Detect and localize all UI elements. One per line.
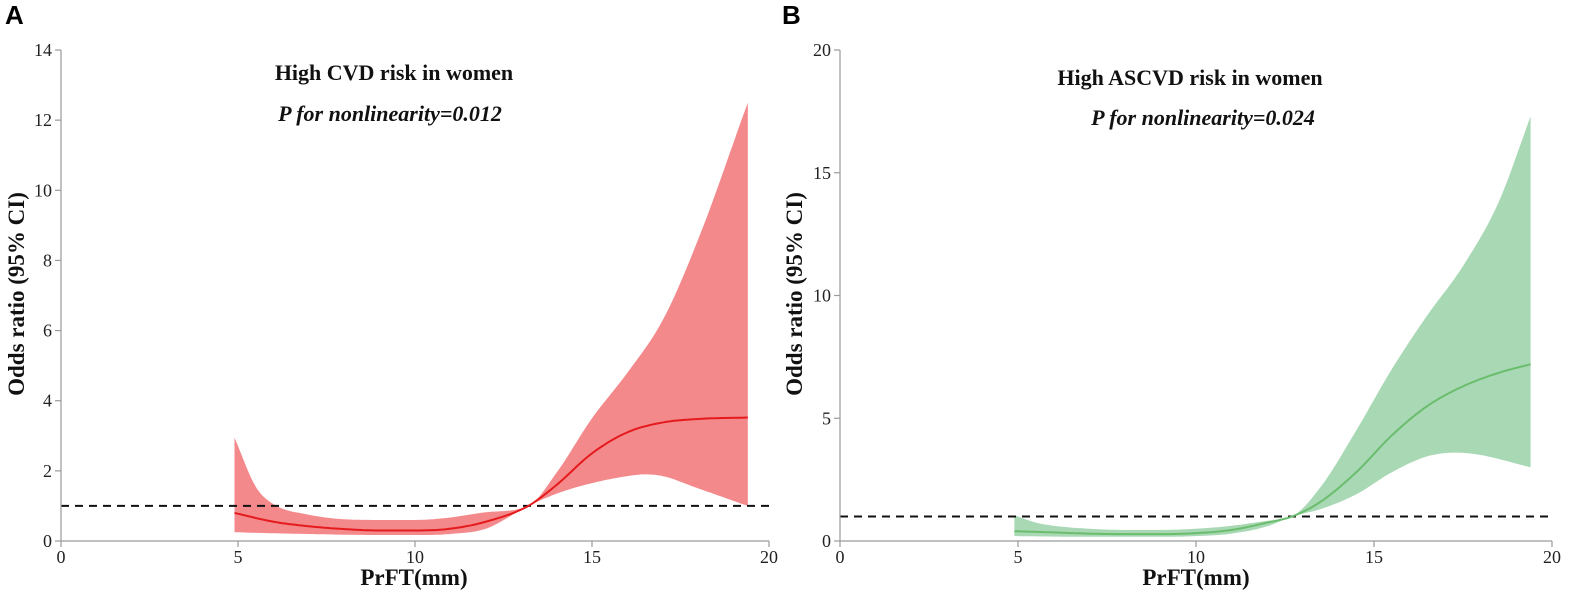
panel-a-y-tick-label: 6: [43, 321, 52, 341]
panel-a-title: High CVD risk in women: [275, 60, 513, 85]
panel-b-x-tick-label: 0: [836, 547, 845, 567]
panel-a-y-tick-label: 0: [43, 531, 52, 551]
panel-a-x-tick-label: 15: [583, 547, 601, 567]
panel-b-x-tick-label: 10: [1187, 547, 1205, 567]
panel-b-y-tick-label: 20: [813, 40, 831, 60]
panel-a-y-tick-label: 2: [43, 461, 52, 481]
panel-a-y-tick-label: 4: [43, 391, 52, 411]
panel-a-y-tick-label: 8: [43, 250, 52, 270]
panel-b-y-tick-label: 5: [822, 408, 831, 428]
panel-b-y-tick-label: 10: [813, 286, 831, 306]
panel-a-x-tick-label: 5: [234, 547, 243, 567]
panel-b-y-tick-label: 0: [822, 531, 831, 551]
panel-a-x-ticks: 0 5 10 15 20: [57, 541, 778, 567]
panel-a-x-tick-label: 20: [760, 547, 778, 567]
panel-b-x-tick-label: 5: [1014, 547, 1023, 567]
panel-a-x-tick-label: 0: [57, 547, 66, 567]
panel-a-letter: A: [5, 0, 24, 30]
panel-b-title: High ASCVD risk in women: [1057, 65, 1322, 90]
panel-b-odds-ratio-line: [1014, 363, 1531, 536]
panel-b-x-ticks: 0 5 10 15 20: [836, 541, 1561, 567]
panel-a-y-tick-label: 12: [34, 110, 52, 130]
panel-a-confidence-band: [234, 102, 748, 535]
panel-b-subtitle: P for nonlinearity=0.024: [1090, 105, 1315, 130]
panel-b-confidence-band: [1014, 116, 1531, 537]
panel-a-y-tick-label: 14: [34, 40, 52, 60]
panel-b-x-tick-label: 15: [1365, 547, 1383, 567]
panel-a-x-tick-label: 10: [406, 547, 424, 567]
panel-b-x-axis-label: PrFT(mm): [1142, 565, 1249, 590]
panel-a-subtitle: P for nonlinearity=0.012: [277, 101, 502, 126]
panel-b: B 0 5 10 15 20 0 5 10 15 20 High ASCVD risk in w…: [782, 0, 1561, 590]
panel-a-x-axis-label: PrFT(mm): [360, 565, 467, 590]
panel-a-y-axis-label: Odds ratio (95% CI): [4, 192, 29, 396]
panel-b-y-ticks: 0 5 10 15 20: [813, 40, 840, 551]
panel-b-y-axis-label: Odds ratio (95% CI): [782, 192, 807, 396]
panel-b-x-tick-label: 20: [1543, 547, 1561, 567]
panel-b-letter: B: [782, 0, 801, 30]
panel-a-odds-ratio-line: [234, 416, 748, 532]
panel-b-y-tick-label: 15: [813, 163, 831, 183]
panel-a-y-tick-label: 10: [34, 180, 52, 200]
panel-a-y-ticks: 0 2 4 6 8 10 12 14: [34, 40, 61, 551]
panel-a: A 0 2 4 6 8 10 12 14 0 5 10 15 20 High CVD risk in …: [4, 0, 778, 590]
